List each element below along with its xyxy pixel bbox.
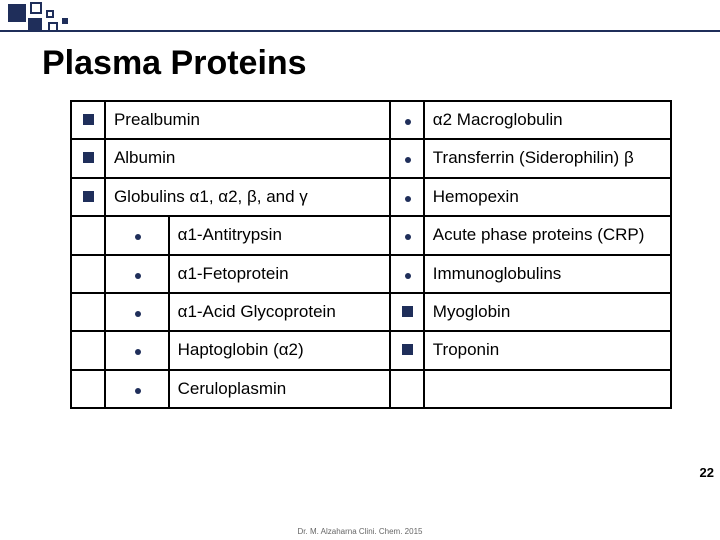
left-spacer [71,293,105,331]
left-text: Globulins α1, α2, β, and γ [114,187,308,206]
square-bullet-icon [83,191,94,202]
left-bullet-cell [105,293,169,331]
header-decoration [0,0,720,44]
dot-bullet-icon [135,273,141,279]
right-text-cell [424,370,671,408]
left-bullet-cell [71,139,105,177]
dot-bullet-icon [135,388,141,394]
left-bullet-cell [105,370,169,408]
right-text: Troponin [433,340,499,359]
right-text: Hemopexin [433,187,519,206]
table-row: α1-Acid Glycoprotein Myoglobin [71,293,671,331]
left-bullet-cell [105,331,169,369]
right-text: α2 Macroglobulin [433,110,563,129]
right-bullet-cell [390,255,424,293]
right-text: Myoglobin [433,302,511,321]
left-spacer [71,255,105,293]
left-text-cell: α1-Fetoprotein [169,255,390,293]
left-text: α1-Antitrypsin [178,225,282,244]
left-text-cell: Prealbumin [105,101,390,139]
left-spacer [71,216,105,254]
right-bullet-cell [390,101,424,139]
left-spacer [71,331,105,369]
dot-bullet-icon [405,273,411,279]
right-text: Transferrin (Siderophilin) β [433,148,634,167]
left-text-cell: α1-Acid Glycoprotein [169,293,390,331]
left-text-cell: α1-Antitrypsin [169,216,390,254]
deco-square [8,4,26,22]
right-text-cell: Hemopexin [424,178,671,216]
dot-bullet-icon [405,196,411,202]
right-text-cell: Immunoglobulins [424,255,671,293]
left-text: Albumin [114,148,175,167]
table-row: Haptoglobin (α2) Troponin [71,331,671,369]
left-text-cell: Haptoglobin (α2) [169,331,390,369]
left-text: α1-Acid Glycoprotein [178,302,336,321]
table-row: Globulins α1, α2, β, and γ Hemopexin [71,178,671,216]
right-text-cell: Troponin [424,331,671,369]
deco-square [28,18,42,32]
left-text: α1-Fetoprotein [178,264,289,283]
dot-bullet-icon [405,157,411,163]
dot-bullet-icon [135,234,141,240]
left-text-cell: Albumin [105,139,390,177]
square-bullet-icon [402,306,413,317]
left-bullet-cell [105,216,169,254]
left-text: Haptoglobin (α2) [178,340,304,359]
right-text-cell: Acute phase proteins (CRP) [424,216,671,254]
right-bullet-cell [390,293,424,331]
table-row: α1-Antitrypsin Acute phase proteins (CRP) [71,216,671,254]
right-text-cell: α2 Macroglobulin [424,101,671,139]
right-bullet-cell [390,370,424,408]
dot-bullet-icon [405,119,411,125]
left-spacer [71,370,105,408]
right-bullet-cell [390,178,424,216]
left-text-cell: Globulins α1, α2, β, and γ [105,178,390,216]
left-text: Prealbumin [114,110,200,129]
right-bullet-cell [390,216,424,254]
footer-text: Dr. M. Alzaharna Clini. Chem. 2015 [0,527,720,536]
square-bullet-icon [83,152,94,163]
right-text: Acute phase proteins (CRP) [433,225,645,244]
left-bullet-cell [71,101,105,139]
left-text: Ceruloplasmin [178,379,287,398]
dot-bullet-icon [405,234,411,240]
right-bullet-cell [390,139,424,177]
square-bullet-icon [83,114,94,125]
right-text-cell: Myoglobin [424,293,671,331]
deco-square [46,10,54,18]
table-row: α1-Fetoprotein Immunoglobulins [71,255,671,293]
left-bullet-cell [105,255,169,293]
deco-square [62,18,68,24]
deco-square [48,22,58,32]
right-text: Immunoglobulins [433,264,562,283]
right-bullet-cell [390,331,424,369]
table-row: Albumin Transferrin (Siderophilin) β [71,139,671,177]
table-row: Prealbumin α2 Macroglobulin [71,101,671,139]
header-underline [0,30,720,32]
table-row: Ceruloplasmin [71,370,671,408]
dot-bullet-icon [135,349,141,355]
slide-title: Plasma Proteins [42,44,307,83]
left-bullet-cell [71,178,105,216]
page-number: 22 [700,465,714,480]
protein-table: Prealbumin α2 Macroglobulin Albumin Transfe… [70,100,672,409]
dot-bullet-icon [135,311,141,317]
left-text-cell: Ceruloplasmin [169,370,390,408]
right-text-cell: Transferrin (Siderophilin) β [424,139,671,177]
deco-square [30,2,42,14]
square-bullet-icon [402,344,413,355]
